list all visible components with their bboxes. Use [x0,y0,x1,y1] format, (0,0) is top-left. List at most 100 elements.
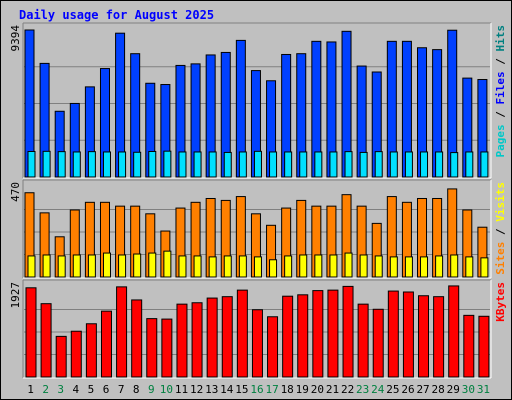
bar-sites-day-22 [344,252,353,278]
y-max-label: 470 [9,182,22,202]
series-hits [24,29,488,178]
chart-panels: 9394 Pages / Files / Hits 470 Sites / Visit… [9,22,507,379]
bar-kbytes-day-3 [55,335,67,378]
bar-kbytes-day-21 [327,289,339,378]
series-side-label: Sites / Visits [494,182,507,275]
day-labels: 1 2 3 4 5 6 7 8 9 10 11 12 13 14 15 16 17 18 19 20 21 22 23 24 2… [27,383,490,396]
bar-sites-day-24 [374,255,383,278]
side-label-part: Sites [494,242,507,275]
y-max-label: 9394 [9,25,22,52]
bar-sites-day-28 [435,255,444,278]
bar-sites-day-27 [420,256,429,278]
bar-sites-day-21 [329,254,338,278]
bar-files-day-29 [450,152,459,178]
bar-kbytes-day-25 [387,290,399,378]
bar-kbytes-day-20 [312,290,324,378]
bar-kbytes-day-29 [448,285,460,378]
bar-kbytes-day-22 [342,285,354,378]
series-visits [24,188,488,278]
bar-kbytes-day-17 [267,316,279,378]
bar-kbytes-day-6 [100,310,112,378]
bar-files-day-3 [57,151,66,178]
bar-files-day-8 [133,151,142,178]
bar-kbytes-day-1 [25,287,37,378]
bar-kbytes-day-14 [221,296,233,378]
bar-kbytes-day-16 [251,309,263,378]
bar-sites-day-20 [314,254,323,278]
bar-kbytes-day-19 [297,294,309,378]
bar-kbytes-day-27 [418,295,430,378]
series-side-label: Pages / Files / Hits [494,25,507,158]
bar-files-day-15 [238,151,247,178]
bar-sites-day-14 [223,255,232,278]
bar-files-day-12 [193,151,202,178]
bar-sites-day-26 [404,256,413,278]
bar-kbytes-day-8 [131,299,143,378]
bar-files-day-1 [27,150,36,178]
bar-files-day-14 [223,151,232,178]
bar-sites-day-5 [87,254,96,278]
bar-kbytes-day-4 [70,330,82,378]
day-label-27: 27 [416,383,429,396]
side-label-part: / [494,222,507,242]
bar-kbytes-day-5 [85,323,97,378]
bar-sites-day-25 [389,256,398,278]
bar-files-day-19 [299,151,308,178]
bar-sites-day-7 [118,254,127,278]
day-label-17: 17 [265,383,278,396]
day-label-4: 4 [73,383,80,396]
bar-kbytes-day-26 [402,291,414,378]
bar-files-day-24 [374,151,383,178]
day-label-16: 16 [250,383,263,396]
bar-kbytes-day-9 [146,318,158,378]
day-label-7: 7 [118,383,125,396]
day-label-23: 23 [356,383,369,396]
side-label-part: / [494,105,507,125]
bar-kbytes-day-23 [357,303,369,378]
bar-sites-day-16 [253,256,262,278]
bar-sites-day-29 [450,254,459,278]
bar-files-day-21 [329,151,338,178]
side-label-part: Pages [494,124,507,157]
bar-kbytes-day-7 [116,286,128,378]
bar-kbytes-day-24 [372,308,384,378]
bar-files-day-2 [42,150,51,178]
bar-files-day-10 [163,150,172,178]
chart-title: Daily usage for August 2025 [19,8,214,22]
day-label-5: 5 [88,383,95,396]
day-label-22: 22 [341,383,354,396]
bar-sites-day-31 [480,257,489,278]
bar-files-day-30 [465,151,474,178]
day-label-25: 25 [386,383,399,396]
bar-sites-day-11 [178,255,187,278]
bar-kbytes-day-18 [282,295,294,378]
series-side-label: KBytes [494,282,507,322]
day-label-15: 15 [235,383,248,396]
bar-files-day-6 [102,151,111,178]
bar-sites-day-17 [269,259,278,278]
bar-files-day-4 [72,151,81,178]
day-label-1: 1 [27,383,34,396]
bar-files-day-18 [284,151,293,178]
day-label-3: 3 [57,383,64,396]
panel-hits: 9394 Pages / Files / Hits [9,22,507,179]
series-sites [27,250,489,278]
side-label-part: / [494,52,507,72]
side-label-part: Hits [494,25,507,52]
series-files [27,150,489,178]
bar-files-day-11 [178,151,187,178]
bar-files-day-28 [435,151,444,178]
series-kbytes [25,285,490,378]
bar-sites-day-9 [148,252,157,278]
bar-files-day-31 [480,151,489,178]
day-label-21: 21 [326,383,339,396]
bar-kbytes-day-30 [463,314,475,378]
day-label-8: 8 [133,383,140,396]
day-label-28: 28 [432,383,445,396]
bar-files-day-9 [148,150,157,178]
bar-sites-day-23 [359,254,368,278]
bar-files-day-26 [404,151,413,178]
bar-files-day-23 [359,151,368,178]
bar-files-day-7 [118,151,127,178]
bar-sites-day-2 [42,254,51,278]
